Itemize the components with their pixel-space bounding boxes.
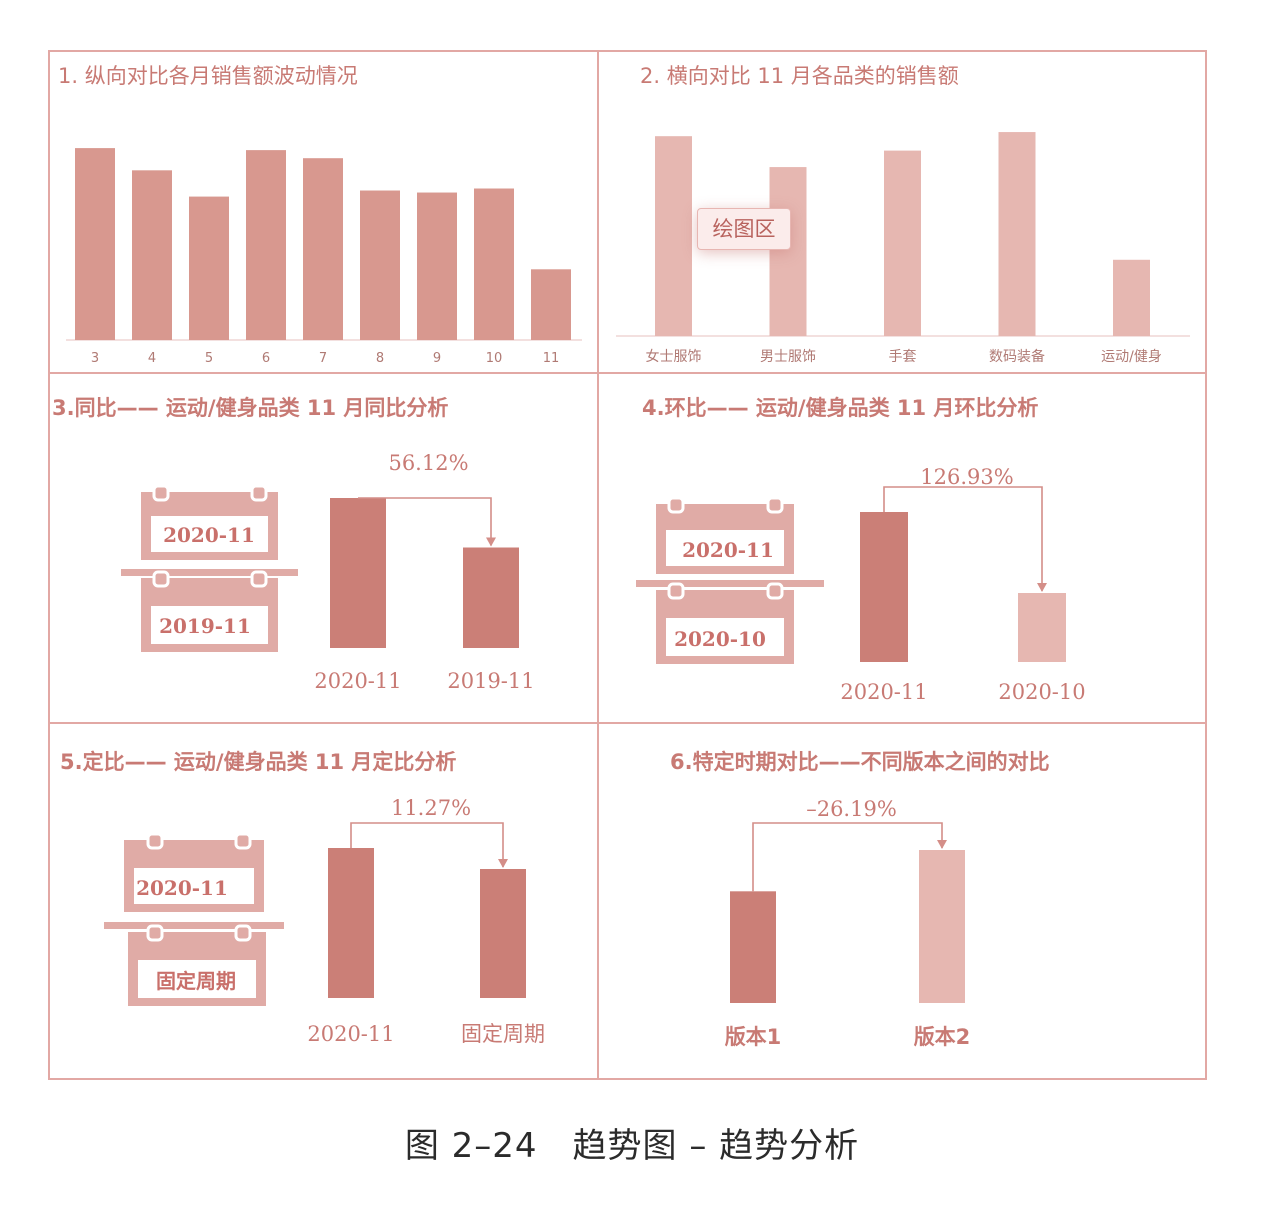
chart1-tick-label: 10 — [486, 351, 503, 366]
chart1-bar — [531, 269, 571, 340]
chart5-tick-label: 2020-11 — [307, 1022, 394, 1046]
chart3-bar — [330, 498, 386, 648]
chart1-tick-label: 9 — [433, 351, 441, 366]
chart4-arrow-line — [883, 486, 1043, 591]
chart1-tick-label: 7 — [319, 351, 327, 366]
panel1-title: 1. 纵向对比各月销售额波动情况 — [58, 64, 358, 88]
panel-version-compare — [597, 722, 1207, 1080]
panel3-title: 3.同比—— 运动/健身品类 11 月同比分析 — [52, 396, 449, 420]
chart1-bar — [303, 158, 343, 340]
chart1-bar — [75, 148, 115, 340]
chart2-tick-label: 男士服饰 — [760, 349, 816, 365]
chart1-tick-label: 4 — [148, 351, 156, 366]
chart1-bar — [132, 170, 172, 340]
chart3-change-label: 56.12% — [388, 451, 468, 475]
chart3-tick-label: 2019-11 — [447, 669, 534, 693]
calendar-icon: 2020-11 2019-11 — [121, 484, 298, 652]
chart6-tick-label: 版本2 — [914, 1025, 971, 1049]
chart4-bar — [860, 512, 908, 662]
chart6-bar — [919, 850, 965, 1003]
calendar-icon: 2020-11 固定周期 — [104, 832, 284, 1006]
chart5-bar — [480, 869, 526, 998]
chart6-arrow-line — [752, 822, 943, 892]
chart1-bar — [360, 190, 400, 340]
chart2-tick-label: 女士服饰 — [646, 348, 702, 365]
chart2-bar — [884, 150, 921, 336]
figure-caption: 图 2–24 趋势图 – 趋势分析 — [404, 1126, 860, 1166]
chart3-tick-label: 2020-11 — [314, 669, 401, 693]
chart2-tick-label: 数码装备 — [989, 348, 1045, 365]
chart5-bar — [328, 848, 374, 998]
chart1-bar — [246, 150, 286, 340]
chart3-bar — [463, 547, 519, 648]
chart6-tick-label: 版本1 — [725, 1025, 782, 1049]
chart1-tick-label: 5 — [205, 351, 213, 366]
chart4-tick-label: 2020-11 — [840, 680, 927, 704]
chart2-tick-label: 运动/健身 — [1101, 349, 1162, 365]
chart4-bar — [1018, 593, 1066, 662]
panel5-title: 5.定比—— 运动/健身品类 11 月定比分析 — [60, 750, 457, 774]
chart4-tick-label: 2020-10 — [998, 680, 1085, 704]
chart2-bar — [998, 132, 1036, 336]
cal-fixed-bottom-text: 固定周期 — [156, 969, 236, 993]
chart2-bar — [769, 167, 807, 336]
panel4-title: 4.环比—— 运动/健身品类 11 月环比分析 — [642, 396, 1039, 420]
chart6-change-label: –26.19% — [806, 797, 897, 821]
cal-yoy-bottom-text: 2019-11 — [159, 614, 251, 638]
chart3-arrow-head — [486, 537, 496, 547]
chart1-bar — [474, 188, 514, 340]
cal-yoy-top-text: 2020-11 — [163, 523, 255, 547]
cal-mom-top-text: 2020-11 — [682, 538, 774, 562]
chart3-arrow-line — [358, 497, 492, 546]
chart5-arrow-line — [350, 822, 504, 867]
chart2-bar — [1113, 259, 1150, 336]
chart2-bar — [655, 136, 692, 336]
plot-area-tag: 绘图区 — [697, 208, 791, 250]
chart5-tick-label: 固定周期 — [461, 1022, 545, 1046]
chart5-change-label: 11.27% — [391, 796, 471, 820]
chart1-bar — [417, 192, 457, 340]
chart4-arrow-head — [1037, 583, 1047, 592]
chart2-tick-label: 手套 — [889, 349, 917, 365]
chart1-tick-label: 8 — [376, 351, 384, 366]
cal-mom-bottom-text: 2020-10 — [674, 627, 766, 651]
cal-fixed-top-text: 2020-11 — [136, 876, 228, 900]
chart6-bar — [730, 891, 776, 1003]
chart1-tick-label: 11 — [543, 351, 560, 366]
chart1-tick-label: 3 — [91, 351, 99, 366]
panel2-title: 2. 横向对比 11 月各品类的销售额 — [640, 64, 959, 88]
chart4-change-label: 126.93% — [920, 465, 1013, 489]
calendar-icon: 2020-11 2020-10 — [636, 496, 824, 664]
chart1-tick-label: 6 — [262, 351, 270, 366]
chart1-bar — [189, 196, 229, 340]
chart5-arrow-head — [498, 859, 508, 868]
panel6-title: 6.特定时期对比——不同版本之间的对比 — [670, 750, 1050, 774]
chart6-arrow-head — [937, 840, 947, 849]
